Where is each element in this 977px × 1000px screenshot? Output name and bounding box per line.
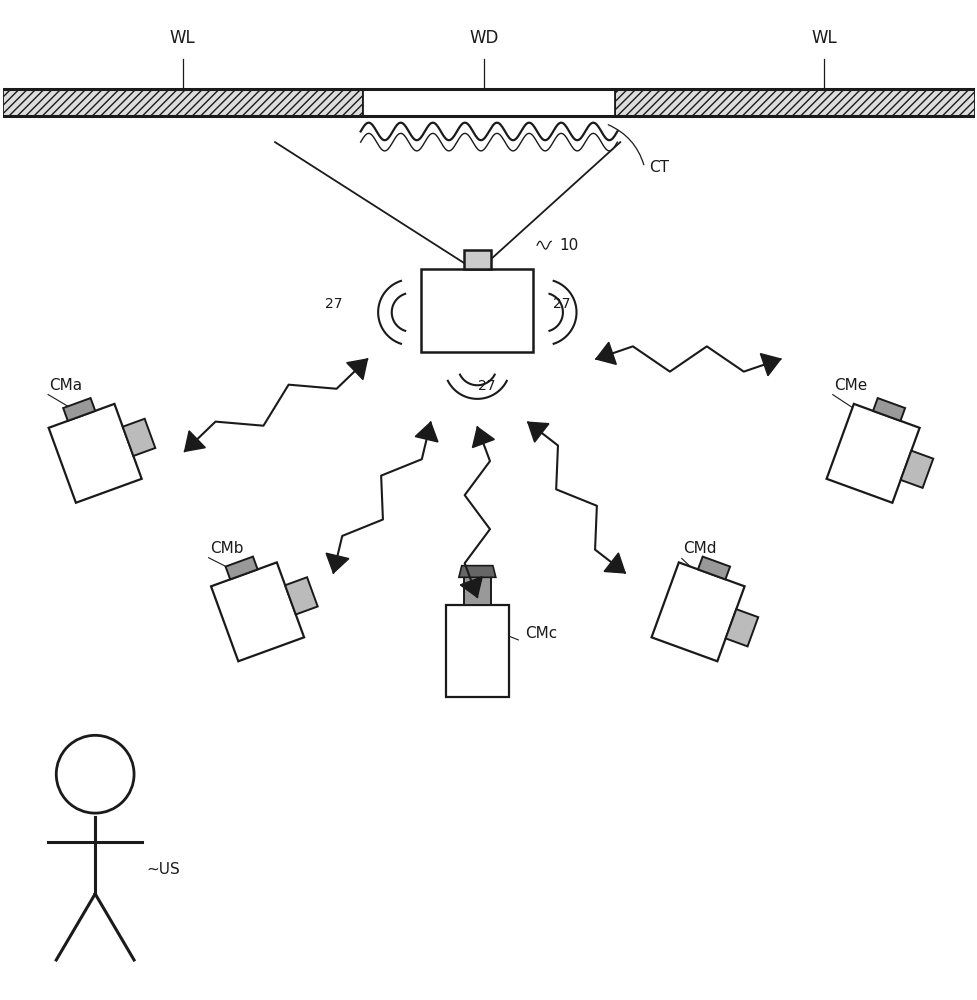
Polygon shape (900, 451, 932, 488)
Text: 10: 10 (559, 238, 577, 253)
Circle shape (57, 735, 134, 813)
Polygon shape (759, 354, 780, 376)
Bar (362, 89, 615, 116)
Bar (3, 89, 362, 116)
Bar (463, 577, 490, 605)
Text: 27: 27 (324, 297, 342, 311)
Polygon shape (325, 553, 349, 573)
Text: 27: 27 (553, 297, 571, 311)
Polygon shape (472, 427, 493, 448)
Polygon shape (725, 609, 757, 646)
Polygon shape (872, 398, 904, 421)
Text: WL: WL (170, 29, 195, 47)
Polygon shape (460, 577, 482, 597)
Polygon shape (347, 359, 367, 380)
Text: ~US: ~US (147, 862, 181, 877)
Text: WL: WL (811, 29, 836, 47)
Polygon shape (651, 562, 743, 661)
Bar (421, 269, 532, 352)
Text: CMc: CMc (525, 626, 557, 641)
Polygon shape (185, 431, 205, 451)
Text: CMe: CMe (833, 378, 867, 393)
Polygon shape (826, 404, 918, 503)
Text: CMb: CMb (210, 541, 243, 556)
Text: CMa: CMa (50, 378, 82, 393)
Bar (446, 605, 508, 697)
Polygon shape (49, 404, 142, 503)
Polygon shape (285, 577, 318, 614)
Text: CT: CT (649, 160, 669, 175)
Text: 27: 27 (478, 379, 495, 393)
Polygon shape (211, 562, 304, 661)
Bar (615, 89, 974, 116)
Text: CMd: CMd (683, 541, 716, 556)
Polygon shape (415, 422, 438, 442)
Text: WD: WD (469, 29, 498, 47)
Polygon shape (458, 566, 495, 577)
Polygon shape (64, 398, 95, 421)
Polygon shape (595, 342, 616, 364)
Polygon shape (226, 557, 257, 579)
Polygon shape (528, 422, 548, 442)
Polygon shape (604, 553, 624, 573)
Polygon shape (122, 419, 155, 456)
Bar (463, 250, 490, 269)
Polygon shape (698, 557, 729, 579)
